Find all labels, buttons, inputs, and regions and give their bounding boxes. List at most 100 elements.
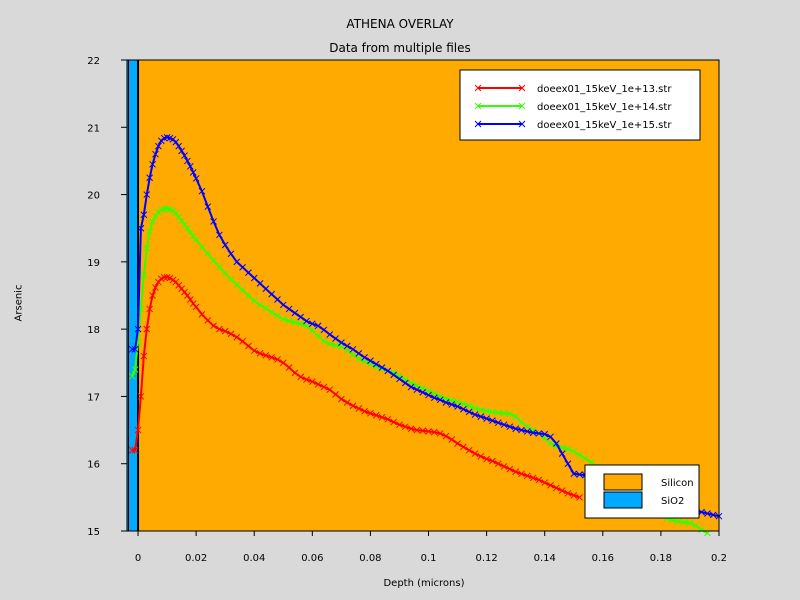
data-point xyxy=(227,250,235,258)
data-point xyxy=(239,263,246,271)
data-point xyxy=(314,332,322,340)
data-point xyxy=(285,364,293,371)
data-point xyxy=(413,386,421,394)
data-point xyxy=(465,446,473,454)
data-point xyxy=(326,340,334,348)
data-point xyxy=(465,402,473,410)
data-point xyxy=(512,425,520,433)
data-point xyxy=(256,301,264,309)
data-point xyxy=(378,413,386,421)
data-point xyxy=(564,489,572,497)
data-point xyxy=(500,421,508,429)
data-point xyxy=(178,217,185,225)
data-point xyxy=(245,269,252,276)
data-point xyxy=(564,460,572,468)
data-point xyxy=(245,292,252,299)
data-point xyxy=(436,430,444,437)
data-point xyxy=(541,430,549,438)
data-point xyxy=(326,386,334,394)
data-point xyxy=(262,304,270,312)
data-point xyxy=(184,224,191,232)
data-point xyxy=(239,286,246,294)
data-point xyxy=(308,320,316,328)
data-point xyxy=(279,301,287,309)
data-point xyxy=(372,360,380,368)
data-point xyxy=(210,218,217,225)
data-point xyxy=(355,355,363,363)
data-point xyxy=(152,284,159,291)
data-point xyxy=(233,281,241,289)
material-label: Silicon xyxy=(661,478,694,489)
data-point xyxy=(541,479,549,486)
data-point xyxy=(134,325,142,333)
data-point xyxy=(250,297,258,305)
data-point xyxy=(178,147,185,155)
data-point xyxy=(483,407,490,415)
data-point xyxy=(564,445,572,453)
data-point xyxy=(489,457,496,465)
data-point xyxy=(407,383,415,391)
material-legend-entry: SiO2 xyxy=(603,491,684,509)
y-tick-label: 18 xyxy=(87,325,100,336)
data-point xyxy=(477,406,485,414)
data-point xyxy=(518,470,525,478)
data-point xyxy=(367,357,374,365)
data-point xyxy=(396,375,403,383)
data-point xyxy=(291,309,299,317)
data-point xyxy=(547,481,554,489)
legend-label: doeex01_15keV_1e+15.str xyxy=(537,120,672,131)
data-point xyxy=(303,322,310,330)
data-point xyxy=(454,440,461,447)
data-point xyxy=(134,426,142,434)
data-point xyxy=(175,213,183,221)
data-point xyxy=(552,484,560,492)
data-point xyxy=(430,428,438,436)
data-point xyxy=(477,413,485,420)
data-point xyxy=(256,350,264,357)
data-point xyxy=(512,468,520,476)
data-point xyxy=(216,263,223,271)
data-point xyxy=(338,339,345,346)
data-point xyxy=(494,460,502,468)
series-layer xyxy=(128,134,723,537)
data-point xyxy=(155,208,162,216)
data-point xyxy=(221,269,229,277)
data-point xyxy=(396,421,403,429)
data-point xyxy=(291,369,299,377)
data-point xyxy=(570,448,578,455)
data-point xyxy=(518,426,525,434)
data-point xyxy=(198,243,206,251)
data-point xyxy=(523,472,531,480)
data-point xyxy=(570,470,578,478)
data-point xyxy=(221,327,229,335)
data-point xyxy=(160,205,168,213)
data-point xyxy=(268,308,276,316)
y-tick-label: 15 xyxy=(87,527,100,538)
data-point xyxy=(216,325,223,333)
data-point xyxy=(268,354,276,361)
data-point xyxy=(523,423,531,431)
data-point xyxy=(570,491,578,499)
data-point xyxy=(419,427,427,435)
data-point xyxy=(140,352,148,360)
data-point xyxy=(152,212,159,220)
x-tick-label: 0.12 xyxy=(475,553,497,564)
data-point xyxy=(518,418,525,426)
data-point xyxy=(186,162,194,170)
data-point xyxy=(523,428,531,435)
data-point xyxy=(262,352,270,359)
data-point xyxy=(233,333,241,341)
data-point xyxy=(338,395,345,403)
data-point xyxy=(303,376,310,383)
data-point xyxy=(186,228,194,236)
data-point xyxy=(128,345,136,353)
data-point xyxy=(430,394,438,402)
data-point xyxy=(494,409,502,416)
legend-entry: doeex01_15keV_1e+15.str xyxy=(474,120,672,131)
data-point xyxy=(686,519,694,527)
data-point xyxy=(460,443,467,451)
data-point xyxy=(506,410,514,418)
legend-entry: doeex01_15keV_1e+14.str xyxy=(474,102,672,113)
data-point xyxy=(465,408,473,416)
data-point xyxy=(355,350,363,357)
